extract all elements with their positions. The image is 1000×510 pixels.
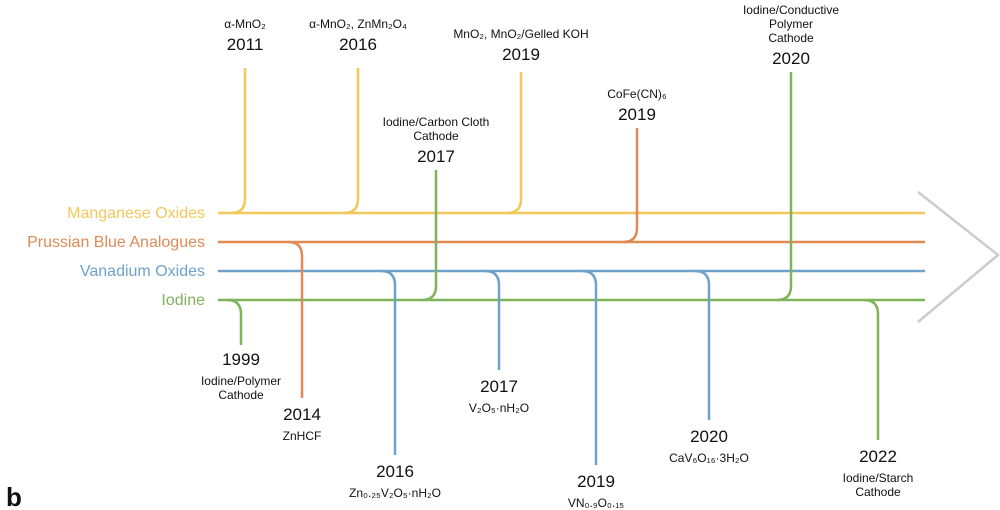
event-mn-2016: α-MnO₂, ZnMn₂O₄ 2016 (309, 17, 407, 215)
lane-label-vanadium: Vanadium Oxides (80, 263, 205, 280)
event-year: 2020 (772, 49, 810, 68)
event-connector (287, 240, 304, 398)
event-description: Cathode (413, 129, 459, 143)
event-connector (581, 269, 598, 465)
event-v-2016: 2016 Zn₀.₂₅V₂O₅·nH₂O (349, 269, 441, 500)
event-connector (226, 298, 243, 345)
event-description: Iodine/Starch (843, 471, 914, 485)
event-description: Iodine/Conductive (743, 3, 839, 17)
lane-label-prussian: Prussian Blue Analogues (27, 234, 205, 251)
event-connector (694, 269, 711, 420)
event-v-2017: 2017 V₂O₅·nH₂O (469, 269, 529, 415)
event-year: 2017 (480, 377, 518, 396)
event-pba-2019: CoFe(CN)₆ 2019 (607, 87, 667, 244)
events-layer: α-MnO₂ 2011 α-MnO₂, ZnMn₂O₄ 2016 MnO₂, MnO₂/… (201, 3, 913, 510)
event-year: 2020 (690, 427, 728, 446)
event-year: 2014 (283, 405, 321, 424)
event-description: α-MnO₂ (224, 17, 266, 31)
event-connector (230, 68, 247, 215)
event-description: ZnHCF (283, 429, 322, 443)
event-year: 2017 (417, 147, 455, 166)
event-connector (421, 170, 438, 302)
event-description: V₂O₅·nH₂O (469, 401, 529, 415)
event-connector (506, 72, 523, 215)
event-year: 2019 (618, 105, 656, 124)
event-description: α-MnO₂, ZnMn₂O₄ (309, 17, 407, 31)
panel-label: b (6, 482, 22, 510)
event-description: CoFe(CN)₆ (607, 87, 667, 101)
event-year: 2022 (859, 447, 897, 466)
event-connector (863, 298, 880, 440)
lane-label-manganese: Manganese Oxides (67, 205, 205, 222)
event-year: 2016 (339, 35, 377, 54)
event-description: MnO₂, MnO₂/Gelled KOH (453, 27, 588, 41)
event-description: Cathode (768, 31, 814, 45)
event-year: 1999 (222, 350, 260, 369)
event-mn-2011: α-MnO₂ 2011 (224, 17, 266, 215)
event-description: Zn₀.₂₅V₂O₅·nH₂O (349, 486, 441, 500)
event-description: VN₀.₉O₀.₁₅ (568, 496, 624, 510)
event-year: 2011 (227, 35, 264, 54)
event-connector (380, 269, 397, 455)
event-description: Polymer (769, 17, 813, 31)
lane-label-iodine: Iodine (161, 292, 205, 309)
timeline-arrowhead (917, 191, 1000, 323)
event-v-2020: 2020 CaV₆O₁₆·3H₂O (669, 269, 749, 465)
event-year: 2019 (577, 472, 615, 491)
event-description: Cathode (855, 485, 901, 499)
event-connector (622, 128, 639, 244)
event-connector (343, 68, 360, 215)
lanes-layer: Manganese Oxides Prussian Blue Analogues V… (27, 205, 925, 309)
event-v-2019: 2019 VN₀.₉O₀.₁₅ (568, 269, 624, 510)
event-description: Iodine/Carbon Cloth (383, 115, 490, 129)
event-connector (484, 269, 501, 370)
event-pba-2014: 2014 ZnHCF (283, 240, 322, 443)
event-mn-2019: MnO₂, MnO₂/Gelled KOH 2019 (453, 27, 589, 215)
event-connector (776, 72, 793, 302)
event-description: CaV₆O₁₆·3H₂O (669, 451, 749, 465)
event-year: 2019 (502, 45, 540, 64)
event-year: 2016 (376, 462, 414, 481)
event-description: Iodine/Polymer (201, 374, 281, 388)
event-description: Cathode (218, 388, 264, 402)
